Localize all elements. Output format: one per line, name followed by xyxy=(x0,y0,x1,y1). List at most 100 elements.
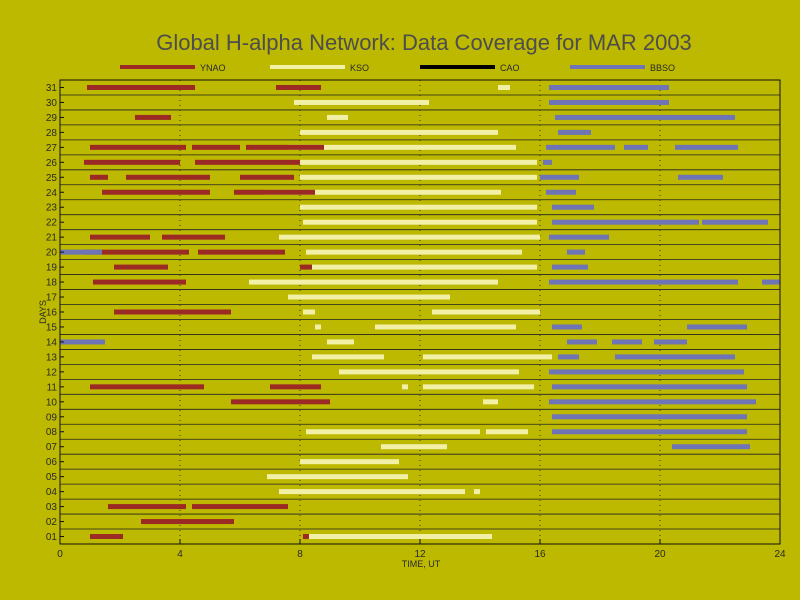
y-tick-label: 20 xyxy=(46,248,58,259)
coverage-bar-bbso-day-25 xyxy=(540,174,579,180)
coverage-bar-kso-day-13 xyxy=(312,354,384,360)
coverage-bar-kso-day-24 xyxy=(264,189,501,195)
coverage-bar-kso-day-08 xyxy=(486,429,528,435)
coverage-bar-ynao-day-31 xyxy=(87,84,195,90)
y-tick-label: 27 xyxy=(46,143,58,154)
coverage-bar-bbso-day-21 xyxy=(549,234,609,240)
chart-title: Global H-alpha Network: Data Coverage fo… xyxy=(156,30,692,55)
y-tick-label: 25 xyxy=(46,173,58,184)
coverage-bar-ynao-day-03 xyxy=(108,504,186,510)
coverage-bar-bbso-day-27 xyxy=(546,144,615,150)
coverage-bar-bbso-day-13 xyxy=(558,354,579,360)
coverage-bar-kso-day-08 xyxy=(306,429,480,435)
coverage-bar-kso-day-06 xyxy=(300,459,399,465)
y-tick-label: 13 xyxy=(46,352,58,363)
coverage-bar-bbso-day-12 xyxy=(549,369,744,375)
coverage-bar-kso-day-01 xyxy=(303,534,492,540)
coverage-bar-kso-day-27 xyxy=(288,144,516,150)
coverage-bar-ynao-day-18 xyxy=(93,279,186,285)
coverage-bar-bbso-day-19 xyxy=(552,264,588,270)
coverage-bar-ynao-day-24 xyxy=(102,189,210,195)
y-axis-label: DAYS xyxy=(38,300,48,324)
coverage-bar-bbso-day-11 xyxy=(552,384,747,390)
coverage-bar-ynao-day-24 xyxy=(234,189,315,195)
coverage-bar-ynao-day-25 xyxy=(90,174,108,180)
y-tick-label: 24 xyxy=(46,188,58,199)
y-tick-label: 07 xyxy=(46,442,58,453)
coverage-bar-ynao-day-21 xyxy=(162,234,225,240)
y-tick-label: 21 xyxy=(46,233,58,244)
coverage-bar-ynao-day-29 xyxy=(135,114,171,120)
coverage-bar-ynao-day-02 xyxy=(141,519,234,525)
coverage-bar-bbso-day-31 xyxy=(549,84,669,90)
legend-swatch-cao xyxy=(420,65,495,69)
y-tick-label: 06 xyxy=(46,457,58,468)
coverage-bar-bbso-day-28 xyxy=(558,129,591,135)
coverage-bar-kso-day-13 xyxy=(423,354,552,360)
coverage-bar-bbso-day-14 xyxy=(654,339,687,345)
y-tick-label: 16 xyxy=(46,308,58,319)
coverage-bar-kso-day-19 xyxy=(309,264,537,270)
y-tick-label: 19 xyxy=(46,263,58,274)
coverage-bar-kso-day-05 xyxy=(267,474,408,480)
coverage-bar-ynao-day-16 xyxy=(114,309,231,315)
coverage-bar-kso-day-17 xyxy=(288,294,450,300)
legend: YNAO KSO CAO BBSO xyxy=(120,63,675,73)
coverage-bar-bbso-day-18 xyxy=(762,279,780,285)
coverage-bar-bbso-day-29 xyxy=(555,114,735,120)
coverage-bar-ynao-day-21 xyxy=(90,234,150,240)
coverage-bar-kso-day-10 xyxy=(483,399,498,405)
coverage-bar-kso-day-04 xyxy=(474,489,480,495)
coverage-bar-bbso-day-14 xyxy=(60,339,105,345)
y-tick-label: 17 xyxy=(46,293,58,304)
y-tick-label: 03 xyxy=(46,502,58,513)
x-tick-label: 8 xyxy=(297,549,303,560)
coverage-bar-ynao-day-25 xyxy=(126,174,210,180)
x-tick-label: 20 xyxy=(654,549,666,560)
coverage-bar-bbso-day-13 xyxy=(615,354,735,360)
y-tick-label: 14 xyxy=(46,337,58,348)
legend-swatch-bbso xyxy=(570,65,645,69)
coverage-bar-kso-day-23 xyxy=(300,204,537,210)
coverage-bar-bbso-day-25 xyxy=(678,174,723,180)
coverage-bar-bbso-day-27 xyxy=(675,144,738,150)
y-tick-label: 23 xyxy=(46,203,58,214)
coverage-bar-kso-day-18 xyxy=(249,279,498,285)
coverage-bar-bbso-day-24 xyxy=(546,189,576,195)
coverage-bar-kso-day-31 xyxy=(498,84,510,90)
coverage-bar-kso-day-15 xyxy=(315,324,321,330)
x-tick-label: 0 xyxy=(57,549,63,560)
legend-label-bbso: BBSO xyxy=(650,63,675,73)
coverage-bar-bbso-day-10 xyxy=(549,399,756,405)
coverage-bar-kso-day-11 xyxy=(402,384,408,390)
coverage-bar-kso-day-21 xyxy=(279,234,540,240)
coverage-bar-bbso-day-23 xyxy=(552,204,594,210)
y-tick-label: 10 xyxy=(46,397,58,408)
coverage-bar-ynao-day-11 xyxy=(90,384,204,390)
legend-label-ynao: YNAO xyxy=(200,63,226,73)
y-tick-label: 15 xyxy=(46,322,58,333)
coverage-bar-ynao-day-25 xyxy=(240,174,294,180)
coverage-bars xyxy=(60,84,780,540)
coverage-bar-bbso-day-20 xyxy=(60,249,102,255)
coverage-bar-ynao-day-31 xyxy=(276,84,321,90)
coverage-bar-kso-day-15 xyxy=(375,324,516,330)
coverage-bar-kso-day-20 xyxy=(306,249,522,255)
coverage-bar-bbso-day-22 xyxy=(552,219,699,225)
coverage-bar-kso-day-12 xyxy=(339,369,435,375)
y-tick-label: 09 xyxy=(46,412,58,423)
coverage-bar-ynao-day-20 xyxy=(198,249,285,255)
coverage-bar-kso-day-16 xyxy=(303,309,315,315)
legend-swatch-ynao xyxy=(120,65,195,69)
coverage-bar-bbso-day-26 xyxy=(543,159,552,165)
y-tick-label: 02 xyxy=(46,517,58,528)
coverage-bar-bbso-day-15 xyxy=(552,324,582,330)
y-tick-label: 29 xyxy=(46,113,58,124)
x-tick-label: 16 xyxy=(534,549,546,560)
coverage-bar-kso-day-30 xyxy=(294,99,429,105)
coverage-bar-ynao-day-11 xyxy=(270,384,321,390)
y-tick-label: 04 xyxy=(46,487,58,498)
y-tick-label: 05 xyxy=(46,472,58,483)
y-tick-label: 28 xyxy=(46,128,58,139)
